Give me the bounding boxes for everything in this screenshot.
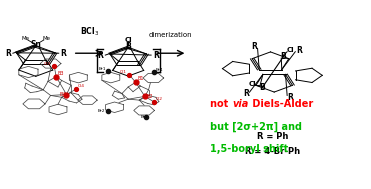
- Text: Sn: Sn: [30, 40, 41, 49]
- Text: R: R: [5, 49, 11, 58]
- Text: B3: B3: [58, 70, 64, 76]
- Text: R: R: [98, 51, 104, 60]
- Text: B2: B2: [146, 94, 153, 99]
- Text: B: B: [280, 52, 286, 61]
- Text: R: R: [287, 93, 293, 102]
- Text: Cl: Cl: [249, 81, 257, 87]
- Text: Cl: Cl: [286, 47, 294, 53]
- Text: R: R: [243, 89, 249, 98]
- Text: B1: B1: [137, 76, 144, 81]
- Text: R = 4-Br-Ph: R = 4-Br-Ph: [245, 147, 300, 156]
- Text: Cl3: Cl3: [44, 62, 51, 66]
- Text: B4: B4: [59, 92, 66, 97]
- Text: Me: Me: [22, 36, 29, 41]
- Text: R: R: [60, 49, 66, 58]
- Text: Cl2: Cl2: [155, 97, 162, 101]
- Text: Br3: Br3: [141, 115, 149, 119]
- Text: Cl4: Cl4: [78, 84, 85, 88]
- Text: Br4: Br4: [155, 68, 163, 72]
- Text: BCl$_3$: BCl$_3$: [80, 26, 99, 38]
- Text: via: via: [233, 99, 249, 109]
- Text: Cl: Cl: [124, 37, 132, 43]
- Text: Br1: Br1: [99, 67, 106, 71]
- Text: R: R: [153, 51, 159, 60]
- Text: R: R: [296, 46, 302, 55]
- Text: Cl1: Cl1: [120, 70, 127, 74]
- Text: Br2: Br2: [98, 109, 105, 113]
- Text: but [2σ+2π] and: but [2σ+2π] and: [210, 121, 302, 132]
- Text: 1,5-boryl shift: 1,5-boryl shift: [210, 144, 288, 154]
- Text: dimerization: dimerization: [149, 32, 193, 38]
- Text: B: B: [125, 42, 131, 51]
- Text: Diels-Alder: Diels-Alder: [249, 99, 314, 109]
- Text: not: not: [210, 99, 231, 109]
- Text: Me: Me: [42, 36, 50, 41]
- Text: R: R: [252, 42, 257, 51]
- Text: R = Ph: R = Ph: [257, 132, 288, 141]
- Text: B: B: [259, 83, 265, 92]
